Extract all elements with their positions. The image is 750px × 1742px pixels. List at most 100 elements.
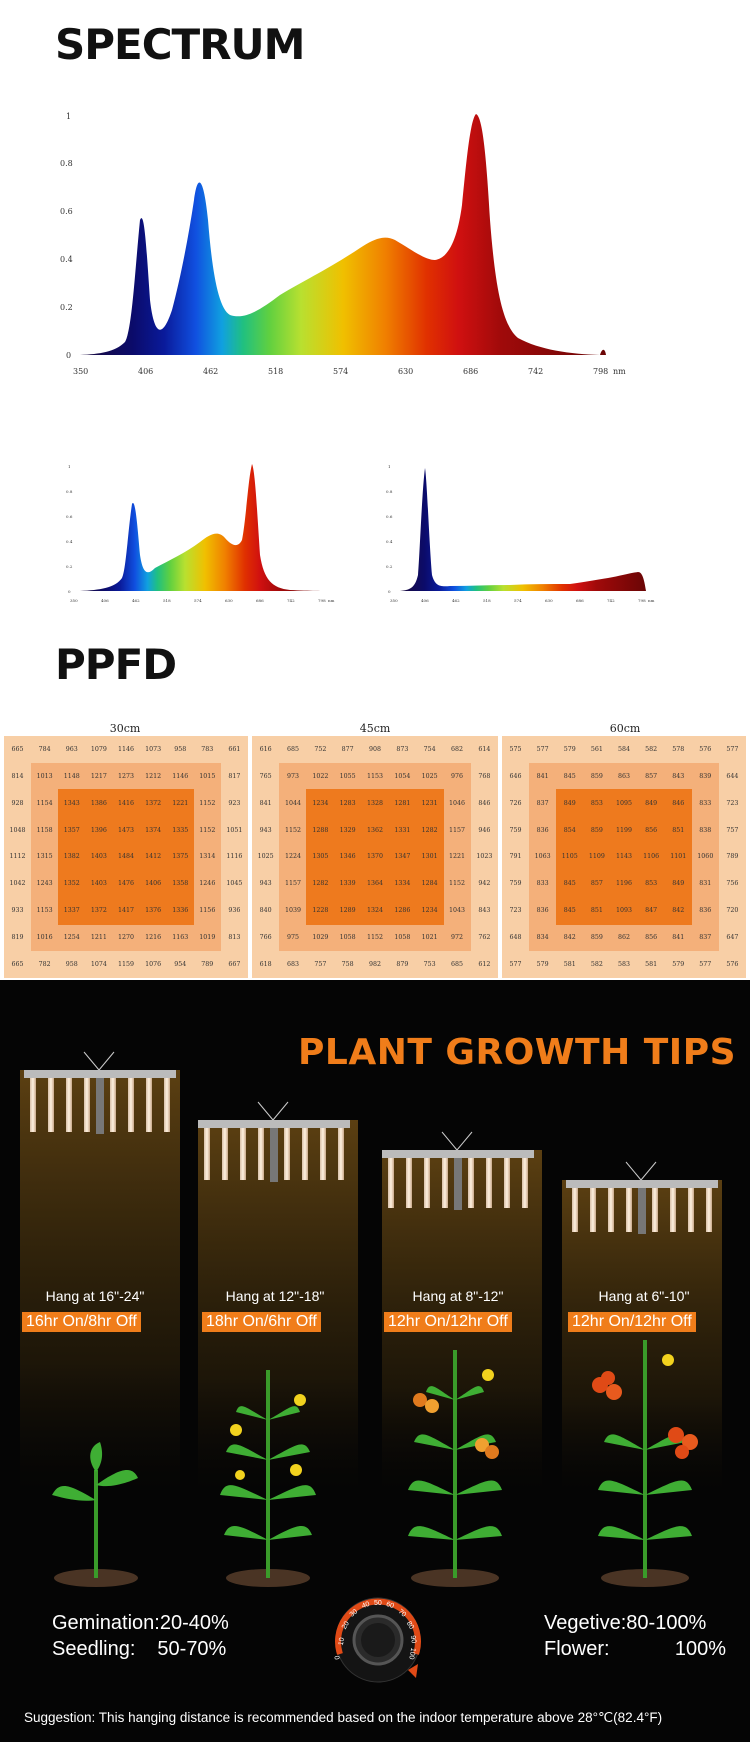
ppfd-core	[306, 789, 444, 925]
ppfd-cell: 833	[699, 799, 712, 807]
ppfd-cell: 1412	[145, 853, 162, 861]
ppfd-cell: 579	[563, 745, 576, 753]
ppfd-cell: 851	[672, 826, 685, 834]
ppfd-cell: 857	[645, 772, 658, 780]
ppfd-cell: 791	[509, 853, 522, 861]
temperature-dial-icon	[335, 1597, 421, 1683]
ppfd-cell: 1254	[63, 934, 80, 942]
hang-distance-label: Hang at 6"-10"	[598, 1288, 690, 1304]
ppfd-cell: 1022	[312, 772, 329, 780]
ppfd-cell: 723	[509, 907, 522, 915]
ppfd-cell: 768	[478, 772, 491, 780]
y-tick: 0	[68, 589, 71, 594]
y-tick: 0	[66, 351, 71, 360]
ppfd-cell: 833	[536, 880, 549, 888]
ppfd-cell: 859	[590, 772, 603, 780]
ppfd-cell: 831	[699, 880, 712, 888]
ppfd-cell: 753	[423, 961, 436, 969]
ppfd-cell: 857	[590, 880, 603, 888]
ppfd-cell: 759	[509, 826, 522, 834]
ppfd-cell: 1374	[145, 826, 162, 834]
ppfd-cell: 845	[563, 880, 576, 888]
ppfd-cell: 647	[726, 934, 739, 942]
ppfd-cell: 836	[699, 907, 712, 915]
x-tick: 350	[390, 598, 398, 603]
ppfd-cell: 1352	[63, 880, 80, 888]
ppfd-cell: 1021	[421, 934, 438, 942]
x-tick: 686	[463, 367, 478, 376]
dial-number: 50	[374, 1600, 382, 1607]
ppfd-cell: 584	[617, 745, 630, 753]
x-tick: 630	[545, 598, 553, 603]
ppfd-grid: 616 685 752 877 908 873 754 682 614 765 973 1022 105…	[252, 736, 498, 978]
ppfd-core	[57, 789, 195, 925]
ppfd-cell: 839	[699, 772, 712, 780]
ppfd-cell: 1054	[394, 772, 411, 780]
y-tick: 0.2	[386, 564, 393, 569]
ppfd-cell: 646	[509, 772, 522, 780]
ppfd-cell: 1019	[199, 934, 216, 942]
ppfd-cell: 958	[174, 745, 187, 753]
dial-number: 40	[361, 1600, 371, 1611]
ppfd-cell: 1046	[448, 799, 465, 807]
flower-value: 100%	[674, 1638, 726, 1660]
ppfd-cell: 1376	[145, 907, 162, 915]
x-tick: 574	[333, 367, 348, 376]
ppfd-cell: 863	[617, 772, 630, 780]
y-tick: 0.2	[60, 303, 73, 312]
dial-number: 10	[337, 1637, 347, 1646]
ppfd-cell: 1079	[90, 745, 107, 753]
ppfd-cell: 1039	[284, 907, 301, 915]
ppfd-cell: 1331	[394, 826, 411, 834]
ppfd-cell: 1270	[117, 934, 134, 942]
grow-light-fixture	[24, 1051, 176, 1134]
small-spectrum-chart-right: 0 0.2 0.4 0.6 0.8 1 350 406 462 518 574 …	[386, 464, 655, 603]
y-tick: 0.6	[66, 514, 73, 519]
ppfd-cell: 1153	[366, 772, 383, 780]
ppfd-cell: 1023	[476, 853, 493, 861]
ppfd-cell: 665	[11, 961, 24, 969]
ppfd-cell: 841	[672, 934, 685, 942]
x-tick: 462	[203, 367, 218, 376]
ppfd-cell: 1288	[312, 826, 329, 834]
dial-scale: 0 10 20 30 40 50 60 70 80 90 100	[334, 1598, 420, 1682]
small-left-x-axis: 350 406 462 518 574 630 686 742 798 nm	[70, 598, 335, 603]
ppfd-cell: 854	[563, 826, 576, 834]
ppfd-cell: 1336	[172, 907, 189, 915]
ppfd-cell: 943	[259, 880, 272, 888]
ppfd-cell: 1372	[145, 799, 162, 807]
ppfd-cell: 1335	[172, 826, 189, 834]
dial-number: 60	[385, 1600, 395, 1611]
ppfd-cell: 1416	[117, 799, 134, 807]
ppfd-cell: 1484	[117, 853, 134, 861]
ppfd-cell: 1216	[145, 934, 162, 942]
main-spectrum-y-axis: 0 0.2 0.4 0.6 0.8 1	[60, 112, 73, 360]
ppfd-cell: 683	[286, 961, 299, 969]
ppfd-cell: 841	[536, 772, 549, 780]
ppfd-cell: 1243	[36, 880, 53, 888]
ppfd-cell: 841	[259, 799, 272, 807]
seedling-value: 50-70%	[157, 1638, 227, 1660]
ppfd-panel-title: 60cm	[609, 722, 641, 735]
ppfd-cell: 1228	[312, 907, 329, 915]
ppfd-cell: 1403	[90, 853, 107, 861]
main-spectrum-curve	[80, 114, 606, 355]
ppfd-cell: 1045	[226, 880, 243, 888]
ppfd-cell: 577	[536, 745, 549, 753]
x-tick: 574	[194, 598, 202, 603]
ppfd-cell: 1157	[284, 880, 301, 888]
ppfd-cell: 1152	[284, 826, 301, 834]
light-cycle-badge: 12hr On/12hr Off	[384, 1312, 512, 1332]
ppfd-cell: 614	[478, 745, 491, 753]
ppfd-cell: 1148	[63, 772, 80, 780]
ppfd-cell: 726	[509, 799, 522, 807]
ppfd-cell: 1196	[615, 880, 632, 888]
x-tick: 518	[163, 598, 171, 603]
ppfd-cell: 757	[726, 826, 739, 834]
grow-lights-illustration	[20, 1051, 722, 1683]
x-tick: 406	[421, 598, 429, 603]
vegetive-line: Vegetive:80-100%	[544, 1612, 707, 1634]
ppfd-cell: 1105	[561, 853, 578, 861]
ppfd-cell: 757	[314, 961, 327, 969]
ppfd-cell: 578	[672, 745, 685, 753]
